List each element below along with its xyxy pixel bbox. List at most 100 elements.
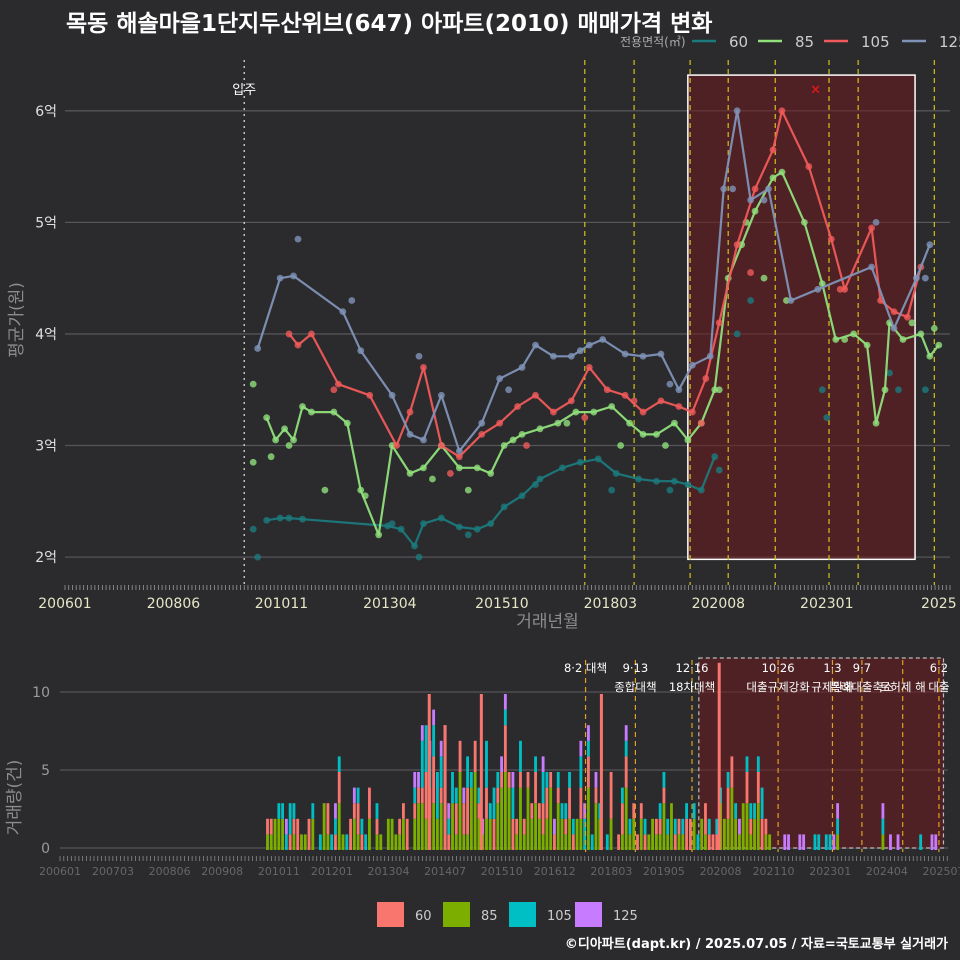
vol-bar [311, 818, 315, 850]
vol-bar [526, 772, 530, 788]
legend-title: 전용면적(㎡) [620, 35, 686, 49]
data-point-85 [930, 324, 938, 332]
data-point-85 [321, 486, 329, 494]
data-point-125 [294, 235, 302, 243]
vol-bar [447, 818, 451, 835]
bar-legend-swatch-105 [509, 902, 536, 927]
vol-bar [677, 834, 681, 850]
vol-bar [368, 818, 371, 850]
data-point-125 [639, 352, 647, 360]
vol-bar [511, 818, 515, 850]
vol-bar [424, 772, 428, 819]
data-point-60 [733, 330, 741, 338]
data-point-85 [653, 430, 660, 438]
data-point-60 [886, 369, 893, 377]
vol-bar [587, 787, 590, 850]
vol-bar [534, 803, 537, 850]
vol-bar [828, 834, 832, 850]
data-point-125 [388, 391, 396, 399]
data-point-60 [594, 455, 602, 463]
data-point-125 [455, 447, 463, 455]
vol-bar [688, 818, 692, 850]
vol-bar [836, 818, 840, 835]
data-point-60 [823, 414, 831, 422]
vol-bar [398, 834, 402, 850]
vol-bar [288, 834, 292, 850]
y-tick-label: 3억 [35, 439, 57, 455]
data-point-125 [666, 380, 674, 388]
data-point-105 [603, 386, 611, 394]
vol-bar [405, 818, 409, 850]
vol-bar [685, 818, 688, 850]
vol-bar [594, 803, 598, 850]
vol-bar [541, 803, 545, 835]
data-point-105 [827, 235, 835, 243]
data-point-85 [473, 464, 481, 472]
vol-bar [783, 834, 787, 850]
data-point-125 [406, 430, 414, 438]
data-point-125 [890, 324, 898, 332]
data-point-85 [406, 470, 414, 477]
data-point-85 [572, 408, 580, 416]
policy-label: 10·26 [762, 661, 795, 675]
data-point-125 [567, 352, 575, 360]
vol-bar [545, 772, 549, 788]
data-point-105 [294, 341, 302, 349]
vol-bar [466, 787, 470, 835]
data-point-105 [621, 391, 629, 399]
vol-bar [813, 834, 817, 850]
vol-bar [503, 709, 507, 726]
vol-bar [749, 818, 753, 835]
vol-bar [643, 834, 647, 850]
x-tick-label: 201304 [363, 596, 417, 612]
data-point-105 [393, 442, 400, 449]
footer-credit: ©디아파트(dapt.kr) / 2025.07.05 / 자료=국토교통부 실… [564, 937, 948, 952]
vol-bar [454, 803, 458, 835]
data-point-85 [590, 408, 598, 416]
vol-bar [424, 725, 428, 772]
vol-bar [541, 834, 545, 850]
vol-bar [553, 834, 556, 850]
vol-x-tick-label: 202008 [700, 865, 742, 878]
data-point-105 [688, 408, 696, 416]
vol-bar [666, 834, 670, 850]
data-point-60 [518, 492, 526, 500]
vol-bar [545, 818, 549, 850]
vol-bar [643, 818, 647, 835]
data-point-105 [657, 397, 665, 405]
vol-bar [568, 787, 571, 819]
vol-bar [537, 818, 541, 850]
vol-bar [417, 803, 420, 850]
vol-bar [609, 772, 613, 819]
vol-bar [519, 740, 522, 772]
data-point-60 [397, 525, 405, 533]
vol-bar [462, 803, 466, 835]
vol-bar [356, 803, 360, 835]
vol-bar [368, 787, 371, 819]
vol-bar [556, 772, 560, 788]
data-point-105 [778, 107, 786, 115]
vol-bar [715, 834, 719, 850]
vol-bar [364, 834, 368, 850]
vol-bar [515, 818, 519, 835]
data-point-60 [249, 525, 257, 533]
vol-bar [571, 834, 575, 850]
data-point-60 [684, 481, 692, 488]
x-tick-label: 200806 [147, 596, 201, 612]
vol-bar [266, 818, 269, 835]
vol-bar [511, 787, 515, 819]
vol-bar [522, 818, 526, 835]
vol-bar [662, 787, 666, 804]
legend-label-105: 105 [861, 33, 890, 51]
vol-bar [413, 787, 417, 804]
vol-bar [798, 834, 802, 850]
vol-bar [541, 756, 545, 772]
data-point-60 [576, 458, 584, 466]
vol-bar [836, 803, 840, 819]
data-point-105 [715, 319, 723, 327]
vol-bar [292, 818, 296, 835]
vol-bar [447, 803, 451, 819]
data-point-85 [285, 442, 293, 449]
data-point-85 [800, 218, 808, 226]
